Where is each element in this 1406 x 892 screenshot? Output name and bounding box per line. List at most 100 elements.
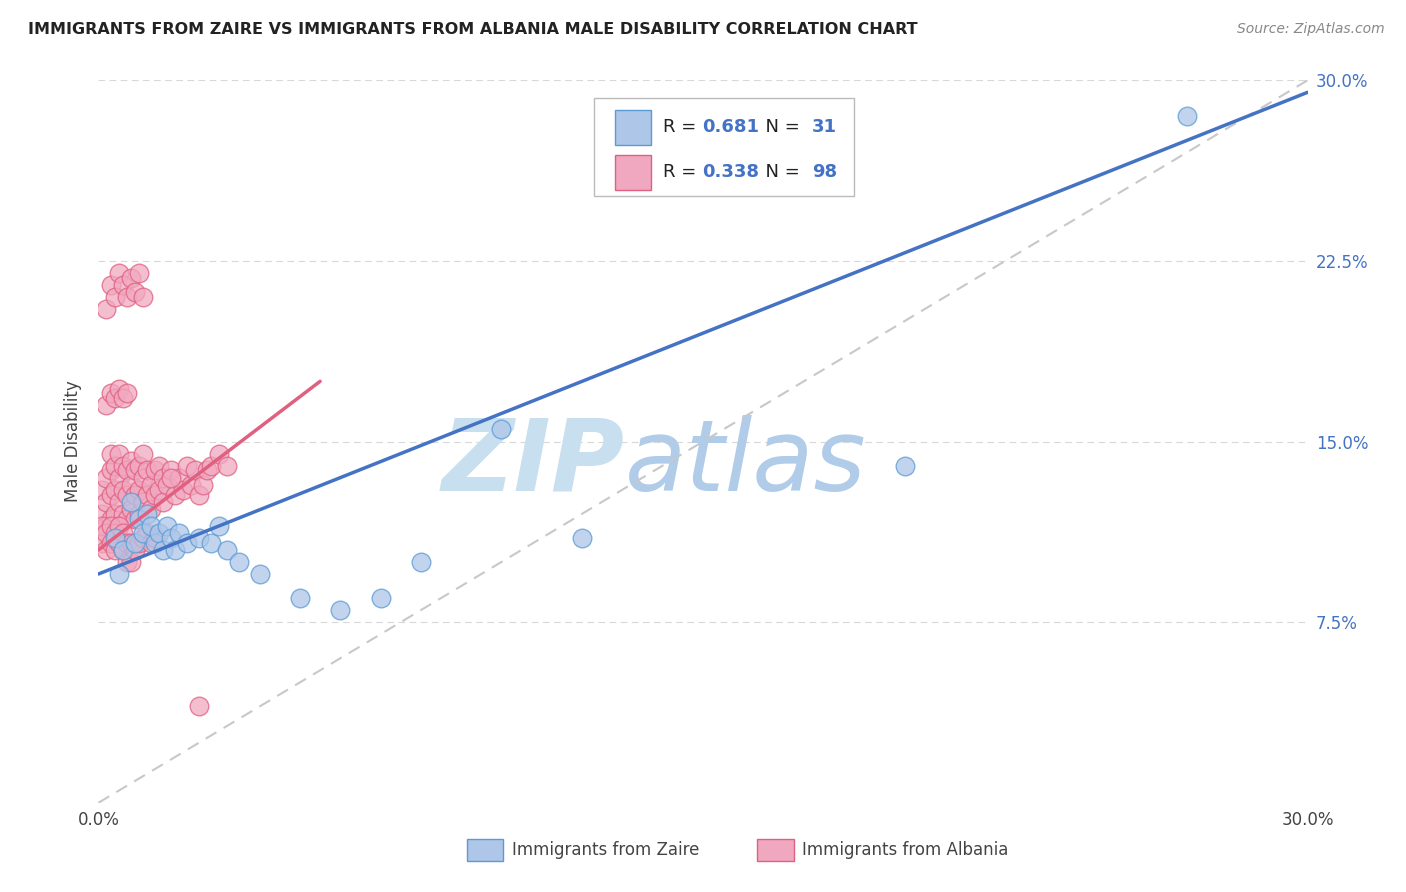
Point [249,567,271,582]
Point [103,391,125,405]
Point [107,567,129,582]
Point [132,494,155,508]
Point [208,446,231,460]
Point [103,542,125,557]
Text: ZIP: ZIP [441,415,624,512]
Point [329,603,352,617]
Point [160,470,183,484]
Point [100,487,122,501]
Point [193,478,215,492]
Point [172,483,194,497]
Point [200,535,222,549]
Point [176,458,198,473]
Point [115,386,138,401]
Point [160,531,183,545]
Point [132,526,155,541]
Point [370,591,392,605]
Point [132,446,155,460]
Point [893,458,915,473]
Text: Immigrants from Albania: Immigrants from Albania [803,841,1008,859]
Point [107,535,129,549]
Point [571,531,593,545]
Point [120,454,142,468]
Point [152,470,174,484]
Point [135,526,157,541]
Point [107,518,129,533]
Point [96,470,118,484]
Point [91,518,114,533]
Point [115,555,138,569]
Point [96,526,118,541]
Point [115,535,138,549]
Y-axis label: Male Disability: Male Disability [63,381,82,502]
Point [288,591,311,605]
Point [111,507,134,521]
Point [180,478,202,492]
Point [124,535,146,549]
Point [139,502,162,516]
Point [163,542,186,557]
Text: 98: 98 [811,163,837,181]
Point [103,507,125,521]
Point [111,277,134,292]
Point [91,483,114,497]
Point [143,531,166,545]
Point [100,446,122,460]
Point [143,535,166,549]
Point [107,266,129,280]
Point [120,502,142,516]
Point [135,463,157,477]
Text: 0.338: 0.338 [702,163,759,181]
Point [132,470,155,484]
Text: Source: ZipAtlas.com: Source: ZipAtlas.com [1237,22,1385,37]
Point [188,531,211,545]
Text: atlas: atlas [624,415,866,512]
Point [143,463,166,477]
Point [148,483,170,497]
Text: R =: R = [664,163,702,181]
Point [139,478,162,492]
Point [107,494,129,508]
Point [107,470,129,484]
Point [115,511,138,525]
Text: R =: R = [664,119,702,136]
Point [100,386,122,401]
Point [124,542,146,557]
Point [120,478,142,492]
Point [167,470,190,484]
FancyBboxPatch shape [595,98,855,196]
Point [188,699,211,714]
Point [163,487,186,501]
Point [491,422,513,436]
Text: N =: N = [754,119,806,136]
Point [156,518,179,533]
Point [103,458,125,473]
Point [91,507,114,521]
Point [96,398,118,412]
Point [128,507,150,521]
Point [111,542,134,557]
Point [128,458,150,473]
Point [217,458,239,473]
Text: N =: N = [754,163,806,181]
Point [120,535,142,549]
Point [100,518,122,533]
Point [120,494,142,508]
Point [124,285,146,300]
Point [115,463,138,477]
Point [1175,109,1198,123]
Point [160,463,183,477]
Point [124,511,146,525]
FancyBboxPatch shape [614,155,651,190]
Text: 0.681: 0.681 [702,119,759,136]
Point [152,542,174,557]
Point [184,463,207,477]
Point [107,382,129,396]
Point [100,463,122,477]
Point [208,518,231,533]
Point [148,458,170,473]
Point [100,511,122,525]
FancyBboxPatch shape [614,110,651,145]
Point [167,526,190,541]
Point [132,531,155,545]
